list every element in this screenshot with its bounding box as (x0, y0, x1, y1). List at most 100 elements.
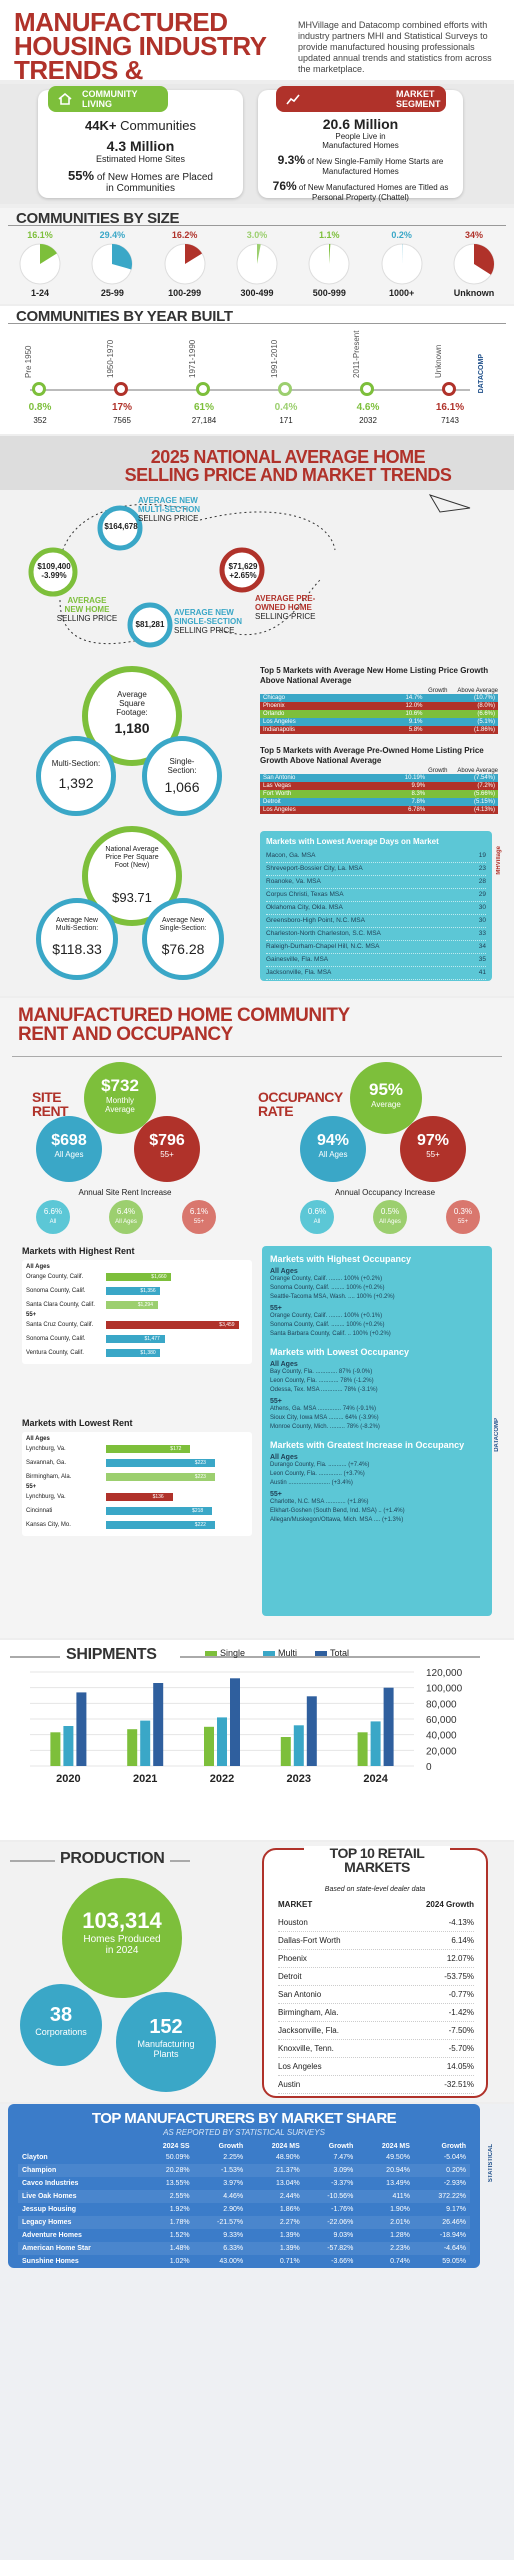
value-cell: 21.37% (276, 2167, 300, 2174)
occ-list: Charlotte, N.C. MSA ............ (+1.8%)… (270, 1498, 484, 1525)
bar-label: Sonoma County, Calif. (26, 1336, 86, 1342)
value-cell: -18.94% (439, 2232, 466, 2239)
market-cell: Indianapolis (263, 727, 296, 733)
timeline-line (30, 389, 470, 391)
group-label: 55+ (270, 1398, 282, 1405)
table-row: Live Oak Homes 2.55% 4.46% 2.44% -10.56% 411%… (18, 2190, 470, 2203)
highest-rent-bars: All Ages Orange County, Calif. $1,660 Sonom… (22, 1260, 252, 1364)
year-label: Pre 1950 (24, 345, 33, 378)
bar-row: Cincinnati $218 (26, 1504, 248, 1518)
table-row: Detroit 7.8% (5.15%) (260, 798, 498, 806)
year-marker (278, 382, 292, 396)
production-title: PRODUCTION (60, 1850, 165, 1867)
avg-occupancy-value: 95% (368, 1080, 404, 1099)
bar-multi (370, 1721, 381, 1766)
senior-occupancy-value: 97% (416, 1132, 450, 1149)
above-cell: (5.66%) (473, 791, 495, 797)
bar (106, 1473, 215, 1481)
list-item: Macon, Ga. MSA 19 (266, 850, 486, 863)
col-header: Above Average (457, 768, 498, 774)
label-line: AVERAGE NEW (138, 496, 198, 505)
market-days: 19 (478, 852, 486, 859)
size-label: Unknown (453, 288, 495, 298)
value-cell: 20.94% (386, 2167, 410, 2174)
value-cell: -1.53% (220, 2167, 244, 2174)
group-label: All Ages (270, 1361, 298, 1368)
bar-label: Ventura County, Calif. (26, 1350, 84, 1356)
year-item: Unknown 16.1% 7143 (420, 328, 480, 432)
above-cell: (7.54%) (473, 775, 495, 781)
column-header (18, 2142, 139, 2151)
community-living-stats: 44K+ Communities 4.3 Million Estimated H… (38, 118, 243, 194)
preowned-price-label: AVERAGE PRE- OWNED HOME SELLING PRICE (255, 594, 325, 621)
market-segment-tab: MARKET SEGMENT (276, 86, 446, 112)
avg-occupancy-label: Average (371, 1100, 401, 1109)
retail-growth: -0.77% (448, 1990, 474, 1999)
market-cell: Phoenix (263, 703, 285, 709)
value-cell: -22.06% (327, 2219, 354, 2226)
market-cell: Fort Worth (263, 791, 292, 797)
retail-growth: -7.50% (448, 2026, 474, 2035)
value-cell: 2.27% (279, 2219, 300, 2226)
table-row: Los Angeles 9.1% (5.1%) (260, 718, 498, 726)
communities-by-year-section: COMMUNITIES BY YEAR BUILT Pre 1950 0.8% 35… (0, 306, 514, 434)
value-cell: 0.71% (279, 2258, 300, 2265)
retail-box: TOP 10 RETAIL MARKETS Based on state-lev… (262, 1846, 488, 2098)
above-cell: (7.2%) (477, 783, 495, 789)
size-label: 1-24 (30, 288, 49, 298)
shipments-title: SHIPMENTS (66, 1646, 157, 1663)
rent-title-line1: MANUFACTURED HOME COMMUNITY (18, 1005, 350, 1026)
bar-row: Ventura County, Calif. $1,380 (26, 1346, 248, 1360)
value-cell: 59.05% (442, 2258, 466, 2265)
avg-sqft-label: Average Square Footage: (116, 690, 148, 717)
year-pct: 4.6% (356, 402, 380, 413)
value-cell: -57.82% (327, 2245, 354, 2252)
avg-ppsf-label: National Average Price Per Square Foot (… (105, 846, 159, 869)
x-tick-label: 2022 (210, 1773, 234, 1785)
occ-inc-all-ages: 0.5% All Ages (373, 1200, 407, 1234)
group-label: All Ages (270, 1454, 298, 1461)
list-item: Raleigh-Durham-Chapel Hill, N.C. MSA 34 (266, 941, 486, 954)
market-name: Oklahoma City, Okla. MSA (266, 904, 343, 911)
bar-row: Santa Cruz County, Calif. $3,459 (26, 1318, 248, 1332)
year-marker (360, 382, 374, 396)
all-ages-occupancy-label: All Ages (318, 1150, 348, 1159)
year-item: Pre 1950 0.8% 352 (10, 328, 70, 432)
table-row: Knoxville, Tenn. -5.70% (278, 2040, 474, 2058)
market-days: 35 (478, 956, 486, 963)
bar-label: Cincinnati (26, 1508, 53, 1514)
value-cell: 50.09% (165, 2154, 190, 2161)
bar-value: $1,294 (137, 1302, 153, 1308)
table-row: Fort Worth 8.3% (5.66%) (260, 790, 498, 798)
divider (12, 1056, 502, 1057)
year-item: 2011-Present 4.6% 2032 (338, 328, 398, 432)
value-cell: 2.25% (223, 2154, 244, 2161)
value-cell: -21.57% (217, 2219, 244, 2226)
value-cell: 411% (392, 2193, 410, 2200)
group-label: All Ages (26, 1264, 50, 1270)
bar-total (76, 1692, 87, 1766)
legend-label: Single (220, 1648, 246, 1658)
value-cell: 2.01% (390, 2219, 410, 2226)
community-living-tab: COMMUNITY LIVING (48, 86, 168, 112)
year-item: 1991-2010 0.4% 171 (256, 328, 316, 432)
top-preowned-markets: Top 5 Markets with Average Pre-Owned Hom… (260, 746, 498, 814)
group-label: 55+ (26, 1312, 37, 1318)
value-cell: 6.33% (223, 2245, 244, 2252)
bar-value: $172 (170, 1446, 182, 1452)
retail-market: Jacksonville, Fla. (278, 2026, 339, 2035)
table-row: Jacksonville, Fla. -7.50% (278, 2022, 474, 2040)
new-price-bubble (28, 547, 78, 597)
top-preowned-title: Top 5 Markets with Average Pre-Owned Hom… (260, 746, 484, 765)
home-sites-value: 4.3 Million (106, 138, 175, 154)
pie-chart-icon (452, 242, 496, 286)
value-cell: 9.03% (333, 2232, 354, 2239)
manufacturers-subtitle: AS REPORTED BY STATISTICAL SURVEYS (163, 2128, 325, 2137)
market-name: Corpus Christi, Texas MSA (266, 891, 344, 898)
label-line: SINGLE-SECTION (174, 617, 243, 626)
market-cell: Las Vegas (263, 783, 292, 789)
value-cell: 26.46% (442, 2219, 466, 2226)
above-cell: (10.7%) (473, 695, 495, 701)
size-pie (236, 243, 278, 285)
